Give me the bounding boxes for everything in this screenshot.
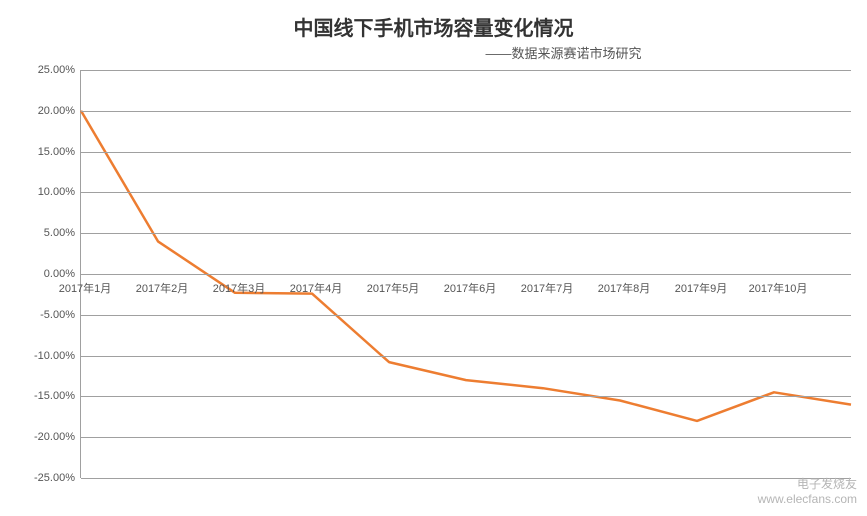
y-tick-label: 25.00% <box>15 64 75 76</box>
y-tick-label: -20.00% <box>15 431 75 443</box>
y-tick-label: -5.00% <box>15 309 75 321</box>
x-tick-label: 2017年6月 <box>444 280 497 296</box>
gridline <box>81 152 851 153</box>
x-tick-label: 2017年8月 <box>598 280 651 296</box>
gridline <box>81 111 851 112</box>
y-tick-label: 10.00% <box>15 186 75 198</box>
watermark-line2: www.elecfans.com <box>758 492 857 508</box>
x-tick-label: 2017年1月 <box>59 280 112 296</box>
gridline <box>81 437 851 438</box>
chart-container: 中国线下手机市场容量变化情况 ——数据来源赛诺市场研究 电子发烧友 www.el… <box>0 0 867 516</box>
x-tick-label: 2017年4月 <box>290 280 343 296</box>
data-line <box>81 111 851 421</box>
gridline <box>81 274 851 275</box>
gridline <box>81 192 851 193</box>
plot-area <box>80 70 851 478</box>
y-tick-label: 20.00% <box>15 105 75 117</box>
x-tick-label: 2017年2月 <box>136 280 189 296</box>
watermark-line1: 电子发烧友 <box>758 477 857 493</box>
chart-title: 中国线下手机市场容量变化情况 <box>0 0 867 41</box>
gridline <box>81 70 851 71</box>
gridline <box>81 396 851 397</box>
gridline <box>81 478 851 479</box>
gridline <box>81 315 851 316</box>
x-tick-label: 2017年9月 <box>675 280 728 296</box>
gridline <box>81 233 851 234</box>
x-tick-label: 2017年3月 <box>213 280 266 296</box>
y-tick-label: 5.00% <box>15 227 75 239</box>
x-tick-label: 2017年10月 <box>749 280 808 296</box>
chart-subtitle: ——数据来源赛诺市场研究 <box>260 43 867 62</box>
x-tick-label: 2017年5月 <box>367 280 420 296</box>
y-tick-label: 0.00% <box>15 268 75 280</box>
y-tick-label: 15.00% <box>15 146 75 158</box>
y-tick-label: -15.00% <box>15 390 75 402</box>
watermark: 电子发烧友 www.elecfans.com <box>758 477 857 508</box>
y-tick-label: -25.00% <box>15 472 75 484</box>
gridline <box>81 356 851 357</box>
x-tick-label: 2017年7月 <box>521 280 574 296</box>
y-tick-label: -10.00% <box>15 350 75 362</box>
